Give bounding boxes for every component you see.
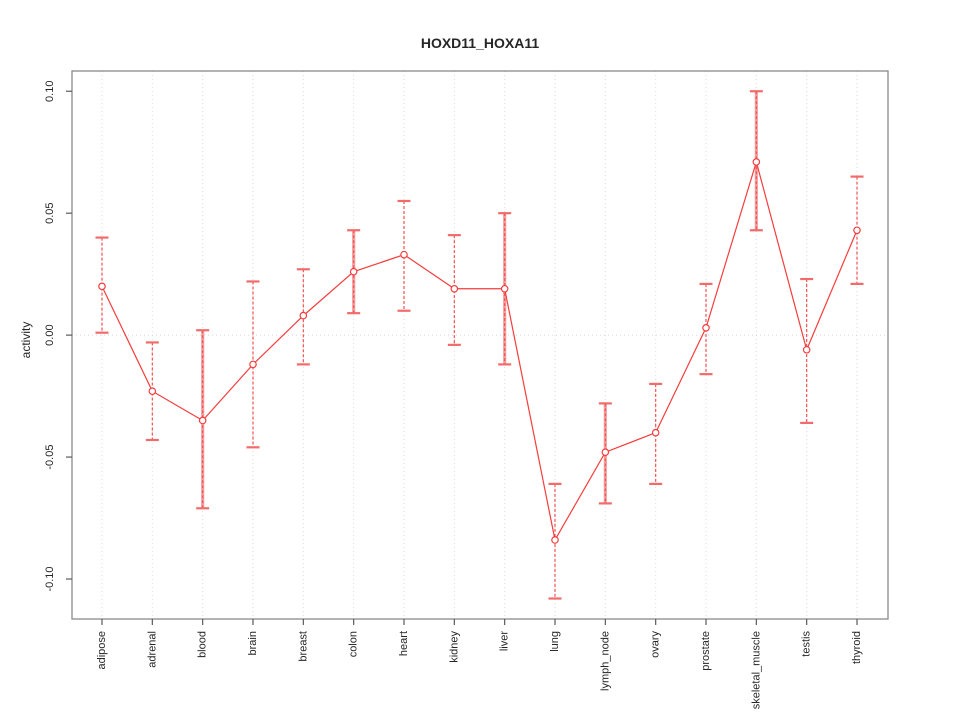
data-point-testis (802, 345, 811, 354)
data-point-prostate (702, 324, 710, 332)
data-point-thyroid (853, 226, 861, 235)
data-point-skeletal_muscle (752, 158, 761, 166)
data-point-lung (551, 536, 559, 544)
data-layer (95, 90, 864, 600)
series-line-activity (101, 159, 858, 542)
x-tick-label-brain: brain (247, 631, 259, 655)
data-point-ovary (651, 428, 660, 437)
data-point-adipose (98, 282, 106, 291)
y-tick-label--0.05: -0.05 (44, 445, 56, 470)
x-tick-label-prostate: prostate (700, 631, 712, 671)
data-point-colon (349, 267, 358, 276)
data-point-brain (249, 360, 257, 369)
data-point-blood (198, 416, 207, 425)
x-tick-label-blood: blood (197, 631, 209, 658)
y-tick-label-0.05: 0.05 (44, 202, 56, 223)
plot-border (71, 70, 889, 620)
y-tick-label--0.10: -0.10 (44, 566, 56, 591)
x-tick-label-liver: liver (499, 631, 511, 652)
grid-layer (72, 71, 888, 619)
x-tick-label-lymph_node: lymph_node (599, 631, 611, 691)
data-point-lymph_node (601, 448, 610, 456)
x-tick-label-heart: heart (398, 631, 410, 656)
data-point-adrenal (148, 387, 157, 396)
x-tick-label-ovary: ovary (650, 631, 662, 658)
data-point-kidney (450, 284, 459, 293)
axes-layer: adipose adrenal blood brain breast colon heart… (44, 70, 889, 709)
x-tick-label-lung: lung (549, 631, 561, 652)
y-axis-label: activity (19, 322, 33, 359)
x-tick-label-kidney: kidney (448, 631, 460, 663)
data-point-heart (400, 250, 408, 259)
data-point-breast (299, 311, 308, 320)
x-tick-label-adrenal: adrenal (146, 631, 158, 668)
x-tick-label-breast: breast (297, 631, 309, 662)
y-tick-label-0.00: 0.00 (44, 324, 56, 345)
x-tick-label-adipose: adipose (96, 631, 108, 670)
y-tick-label-0.10: 0.10 (44, 81, 56, 102)
data-point-liver (500, 284, 509, 293)
x-tick-label-testis: testis (801, 631, 813, 657)
x-tick-label-colon: colon (348, 631, 360, 657)
x-tick-label-thyroid: thyroid (851, 631, 863, 664)
x-tick-label-skeletal_muscle: skeletal_muscle (750, 631, 762, 709)
chart-title: HOXD11_HOXA11 (421, 35, 539, 51)
